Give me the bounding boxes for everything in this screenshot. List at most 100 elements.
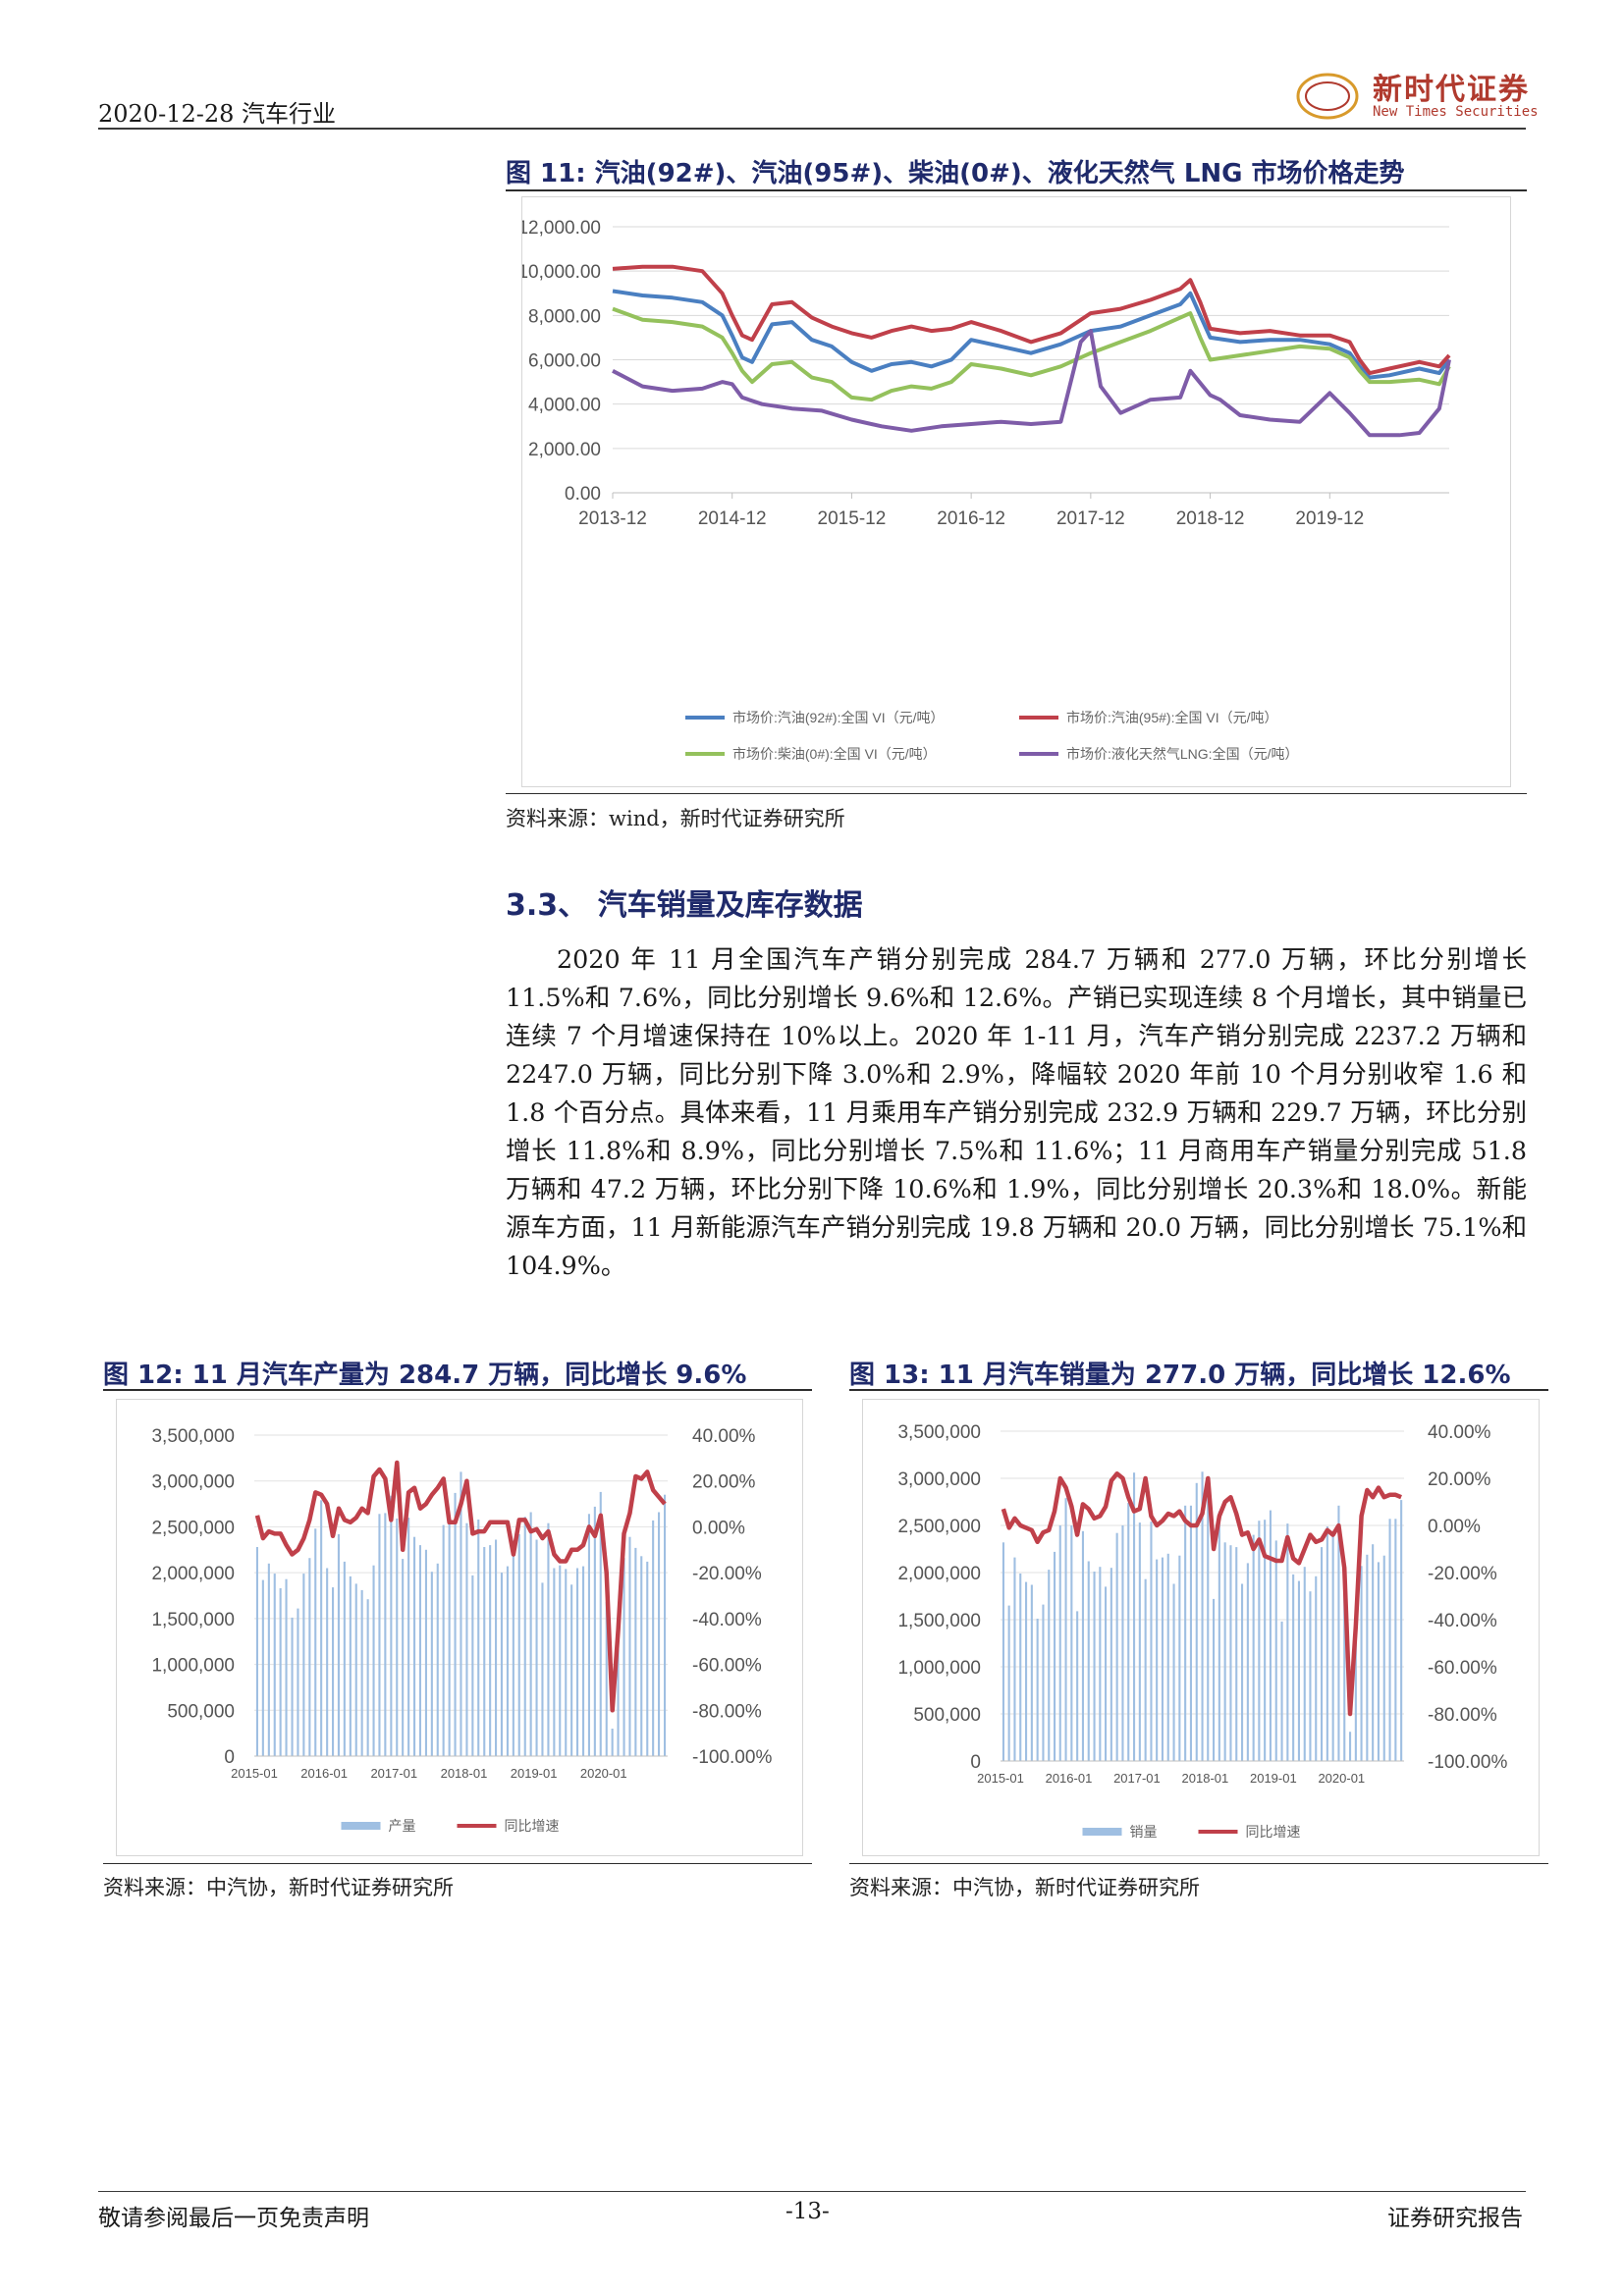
x-tick-label: 2017-12: [1056, 508, 1125, 529]
bar: [1366, 1554, 1369, 1761]
bar: [1349, 1732, 1352, 1761]
fig11-source: 资料来源：wind，新时代证券研究所: [506, 807, 845, 830]
bar: [326, 1568, 329, 1756]
bar: [634, 1547, 637, 1756]
bar: [1195, 1482, 1198, 1761]
bar: [623, 1558, 625, 1756]
bar: [1258, 1521, 1261, 1761]
y-right-tick-label: -80.00%: [1428, 1705, 1497, 1726]
series-line: [612, 264, 1451, 376]
y-left-tick-label: 1,500,000: [897, 1611, 981, 1631]
bar: [343, 1561, 346, 1756]
y-left-tick-label: 3,000,000: [897, 1469, 981, 1490]
legend-label: 同比增速: [1246, 1824, 1301, 1840]
legend-label: 销量: [1130, 1824, 1158, 1840]
legend-label: 同比增速: [505, 1818, 560, 1834]
bar: [279, 1588, 282, 1756]
bar: [535, 1539, 538, 1756]
bar: [366, 1599, 369, 1756]
logo-text-cn: 新时代证券: [1373, 73, 1530, 107]
bar: [465, 1522, 468, 1756]
bar: [1213, 1598, 1216, 1761]
bar: [1019, 1574, 1022, 1761]
x-tick-label: 2016-12: [937, 508, 1005, 529]
bar: [664, 1494, 667, 1756]
bar: [1337, 1505, 1340, 1761]
bar: [1331, 1530, 1334, 1761]
y-left-tick-label: 500,000: [913, 1705, 981, 1726]
bar: [1064, 1498, 1067, 1761]
y-right-tick-label: 40.00%: [1428, 1422, 1491, 1443]
bar: [255, 1547, 258, 1756]
bar: [1394, 1519, 1397, 1761]
bar: [1388, 1519, 1391, 1761]
bar: [570, 1584, 573, 1756]
company-logo: [1294, 63, 1528, 126]
bar: [407, 1518, 410, 1756]
bar: [1133, 1472, 1136, 1761]
bar: [285, 1578, 288, 1756]
bar: [1189, 1505, 1192, 1761]
bar: [553, 1568, 556, 1756]
footer-report-type: 证券研究报告: [1387, 2206, 1523, 2231]
bar: [1178, 1555, 1181, 1761]
bar: [1252, 1534, 1255, 1761]
bar: [297, 1608, 299, 1756]
x-tick-label: 2016-01: [1046, 1771, 1093, 1786]
legend-label: 市场价:液化天然气LNG:全国（元/吨）: [1066, 746, 1298, 762]
bar: [1007, 1605, 1010, 1761]
bar: [1138, 1522, 1141, 1761]
y-left-tick-label: 0: [970, 1752, 981, 1773]
fig12-title-rule: [103, 1389, 812, 1391]
bar: [517, 1533, 520, 1756]
fig12-chart-frame: 0 500,000 1,000,000 1,500,000 2,000,000 2,500…: [116, 1399, 803, 1856]
fig12-source: 资料来源：中汽协，新时代证券研究所: [103, 1876, 454, 1899]
bar: [1121, 1525, 1124, 1761]
bar: [1321, 1547, 1324, 1761]
bar: [1264, 1520, 1267, 1761]
y-left-tick-label: 3,500,000: [151, 1426, 235, 1447]
bar: [1360, 1566, 1363, 1761]
bar: [587, 1514, 590, 1756]
bar: [1241, 1583, 1244, 1761]
section-title: 3.3、 汽车销量及库存数据: [506, 888, 863, 923]
y-left-tick-label: 1,500,000: [151, 1610, 235, 1630]
bar: [1297, 1580, 1300, 1761]
y-right-tick-label: -20.00%: [692, 1564, 762, 1584]
bar: [529, 1512, 532, 1756]
bar: [495, 1539, 498, 1756]
fig12-title: 图 12: 11 月汽车产量为 284.7 万辆，同比增长 9.6%: [103, 1361, 747, 1390]
bar: [390, 1495, 393, 1756]
bar: [471, 1575, 474, 1756]
y-left-tick-label: 500,000: [167, 1701, 235, 1722]
bar: [541, 1582, 544, 1756]
y-tick-label: 8,000.00: [528, 306, 601, 327]
bar: [1099, 1567, 1102, 1761]
bar: [1246, 1563, 1249, 1761]
y-right-tick-label: -40.00%: [1428, 1611, 1497, 1631]
fig11-line-chart: 0.00 2,000.00 4,000.00 6,000.00 8,000.00 10,0…: [517, 218, 1451, 762]
bar: [430, 1572, 433, 1756]
bar: [448, 1519, 451, 1756]
legend-swatch-bar: [1082, 1828, 1122, 1836]
bar: [354, 1583, 357, 1756]
bar: [1127, 1503, 1130, 1761]
x-tick-label: 2013-12: [578, 508, 647, 529]
x-tick-label: 2015-01: [231, 1766, 278, 1781]
bar: [658, 1512, 661, 1756]
x-tick-label: 2019-01: [511, 1766, 558, 1781]
fig11-title: 图 11: 汽油(92#)、汽油(95#)、柴油(0#)、液化天然气 LNG 市…: [506, 159, 1405, 188]
bar: [384, 1513, 387, 1756]
bar: [267, 1563, 270, 1756]
bar: [1354, 1626, 1357, 1761]
bar: [1303, 1567, 1306, 1761]
footer-disclaimer: 敬请参阅最后一页免责声明: [98, 2206, 369, 2231]
bar: [1207, 1496, 1210, 1761]
bar: [1400, 1500, 1403, 1761]
y-right-tick-label: 20.00%: [692, 1472, 756, 1493]
bar: [396, 1519, 399, 1756]
bar: [1280, 1621, 1283, 1761]
x-tick-label: 2020-01: [580, 1766, 627, 1781]
fig13-combo-chart: 0 500,000 1,000,000 1,500,000 2,000,000 2,500…: [897, 1422, 1507, 1840]
x-tick-label: 2014-12: [698, 508, 767, 529]
